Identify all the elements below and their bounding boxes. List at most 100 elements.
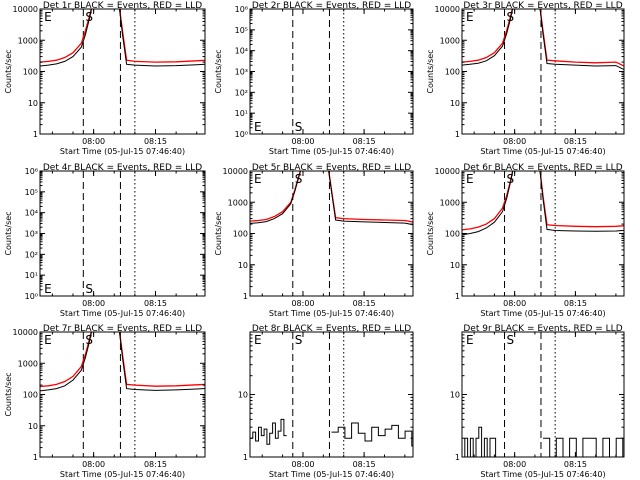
events-line (331, 422, 413, 447)
y-tick-label: 100 (23, 391, 38, 400)
y-tick-label: 10 (238, 261, 248, 270)
marker-label: S (295, 120, 303, 134)
x-tick-label: 08:15 (353, 460, 376, 469)
panel-2: Det 2r BLACK = Events, RED = LLD 10⁰ 10¹ 10… (214, 1, 414, 156)
y-tick-label: 10⁴ (235, 47, 248, 56)
series-group (462, 426, 624, 457)
x-axis-label: Start Time (05-Jul-15 07:46:40) (60, 470, 185, 479)
x-tick-label: 08:00 (291, 299, 314, 308)
x-axis-label: Start Time (05-Jul-15 07:46:40) (480, 470, 605, 479)
event-markers (82, 332, 136, 457)
x-tick-label: 08:00 (291, 460, 314, 469)
marker-label: S (295, 333, 303, 347)
panel-9: Det 9r BLACK = Events, RED = LLD 1 10 08:00… (450, 324, 625, 479)
y-tick-label: 100 (445, 68, 460, 77)
y-tick-label: 100 (445, 230, 460, 239)
y-tick-label: 10000 (223, 167, 248, 176)
x-tick-label: 08:15 (144, 137, 167, 146)
x-axis-label: Start Time (05-Jul-15 07:46:40) (269, 309, 394, 318)
event-markers (292, 171, 345, 296)
axes-frame (39, 170, 206, 297)
marker-label: S (85, 333, 93, 347)
events-line (250, 418, 287, 445)
events-line (40, 9, 205, 67)
y-axis-label: Counts/sec (214, 49, 223, 93)
x-tick-label: 08:15 (564, 460, 587, 469)
y-tick-label: 10⁰ (235, 130, 248, 139)
panel-title: Det 2r BLACK = Events, RED = LLD (252, 1, 411, 11)
y-tick-label: 10² (25, 250, 38, 259)
y-tick-label: 1000 (18, 36, 38, 45)
panel-4: Det 4r BLACK = Events, RED = LLD 10⁰ 10¹ 10… (4, 163, 206, 318)
y-tick-label: 10⁵ (25, 188, 38, 197)
lld-line (250, 171, 413, 223)
series-group (40, 9, 205, 67)
panel-title: Det 8r BLACK = Events, RED = LLD (252, 324, 411, 334)
x-tick-label: 08:15 (564, 137, 587, 146)
y-tick-label: 10⁰ (25, 292, 38, 301)
x-tick-label: 08:15 (564, 299, 587, 308)
panel-title: Det 6r BLACK = Events, RED = LLD (463, 163, 622, 173)
events-line (462, 9, 624, 71)
series-group (462, 171, 624, 236)
lld-line (40, 9, 205, 63)
x-axis-label: Start Time (05-Jul-15 07:46:40) (60, 147, 185, 156)
event-markers (504, 9, 556, 134)
series-group (250, 171, 413, 226)
marker-label: E (254, 120, 262, 134)
event-markers (292, 332, 345, 457)
events-line (462, 426, 499, 457)
y-tick-label: 10³ (235, 68, 248, 77)
y-tick-label: 10³ (25, 230, 38, 239)
axes-frame (249, 8, 414, 135)
y-axis-label: Counts/sec (214, 211, 223, 255)
marker-label: S (507, 10, 515, 24)
y-tick-label: 1000 (18, 359, 38, 368)
event-markers (292, 9, 345, 134)
x-axis-label: Start Time (05-Jul-15 07:46:40) (480, 309, 605, 318)
y-tick-label: 1000 (440, 36, 460, 45)
marker-label: E (44, 333, 52, 347)
y-axis-label: Counts/sec (426, 49, 435, 93)
x-tick-label: 08:00 (82, 137, 105, 146)
y-tick-label: 1 (243, 292, 248, 301)
marker-label: E (466, 172, 474, 186)
y-tick-label: 10² (235, 88, 248, 97)
panel-1: Det 1r BLACK = Events, RED = LLD 1 10 100 10… (4, 1, 206, 156)
x-tick-label: 08:00 (503, 299, 526, 308)
panel-8: Det 8r BLACK = Events, RED = LLD 1 10 08:00… (238, 324, 414, 479)
x-tick-label: 08:15 (353, 137, 376, 146)
x-tick-label: 08:15 (144, 460, 167, 469)
y-axis-label: Counts/sec (4, 372, 13, 416)
marker-label: S (85, 10, 93, 24)
marker-label: E (466, 333, 474, 347)
lld-line (40, 332, 205, 388)
event-markers (504, 332, 556, 457)
y-axis-label: Counts/sec (4, 211, 13, 255)
lld-line (462, 9, 624, 67)
y-tick-label: 10000 (13, 328, 38, 337)
marker-label: S (507, 333, 515, 347)
panel-6: Det 6r BLACK = Events, RED = LLD 1 10 100 10… (426, 163, 625, 318)
panel-title: Det 4r BLACK = Events, RED = LLD (43, 163, 202, 173)
event-markers (82, 9, 136, 134)
axes-frame (249, 331, 414, 458)
y-tick-label: 10⁴ (25, 209, 38, 218)
x-tick-label: 08:00 (82, 299, 105, 308)
marker-label: E (254, 333, 262, 347)
y-tick-label: 100 (23, 68, 38, 77)
events-line (250, 171, 413, 226)
y-tick-label: 1 (33, 130, 38, 139)
x-tick-label: 08:15 (144, 299, 167, 308)
series-group (250, 418, 413, 447)
axes-frame (461, 170, 625, 297)
y-tick-label: 10 (238, 391, 248, 400)
panel-5: Det 5r BLACK = Events, RED = LLD 1 10 100 10… (214, 163, 414, 318)
y-tick-label: 10 (450, 391, 460, 400)
events-line (462, 171, 624, 236)
y-axis-label: Counts/sec (4, 49, 13, 93)
y-tick-label: 1 (33, 453, 38, 462)
y-tick-label: 10000 (435, 5, 460, 14)
panel-title: Det 5r BLACK = Events, RED = LLD (252, 163, 411, 173)
